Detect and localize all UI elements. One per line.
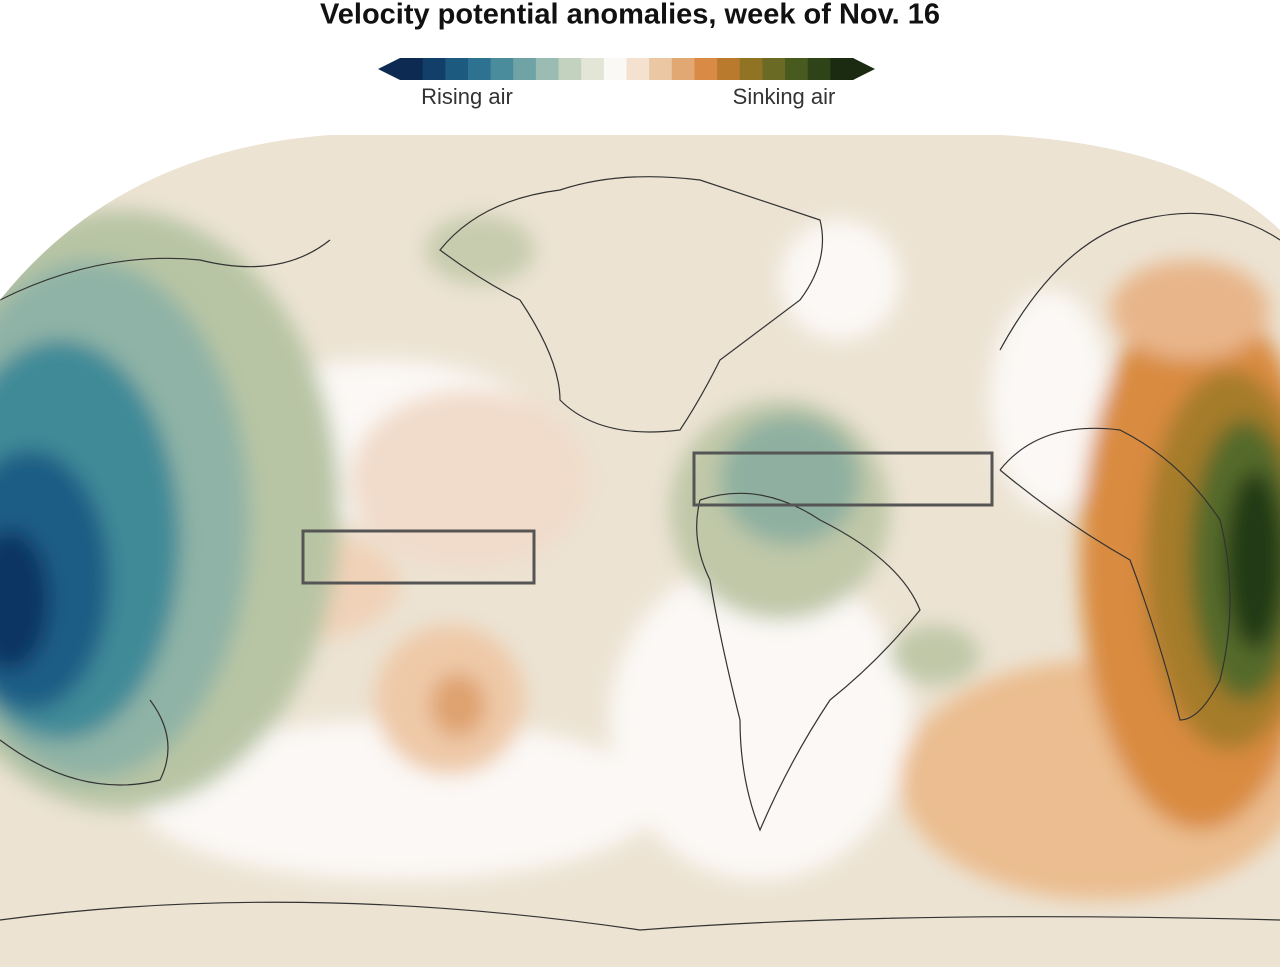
colorbar-swatch [626,58,650,80]
colorbar-swatch [671,58,695,80]
colorbar-swatch [467,58,492,80]
colorbar-swatch [581,58,605,80]
colorbar-swatch [739,58,763,80]
colorbar-swatch [830,58,854,80]
legend-label: Sinking air [733,84,836,109]
colorbar-swatch [513,58,537,80]
region-box [301,529,536,585]
colorbar-swatch [490,58,514,80]
colorbar-swatch [785,58,809,80]
colorbar-swatch [400,58,424,80]
colorbar-swatch [603,58,627,80]
title: Velocity potential anomalies, week of No… [320,0,940,31]
map [0,135,1280,967]
colorbar-swatch [422,58,446,80]
colorbar-swatch [445,58,469,80]
colorbar-swatch [694,58,718,80]
legend-label: Rising air [421,84,513,109]
colorbar [378,58,875,80]
colorbar-swatch [535,58,560,80]
colorbar-swatch [558,58,582,80]
colorbar-swatch [649,58,673,80]
colorbar-swatch [807,58,831,80]
colorbar-swatch [717,58,741,80]
region-box [692,451,994,507]
colorbar-swatch [762,58,786,80]
